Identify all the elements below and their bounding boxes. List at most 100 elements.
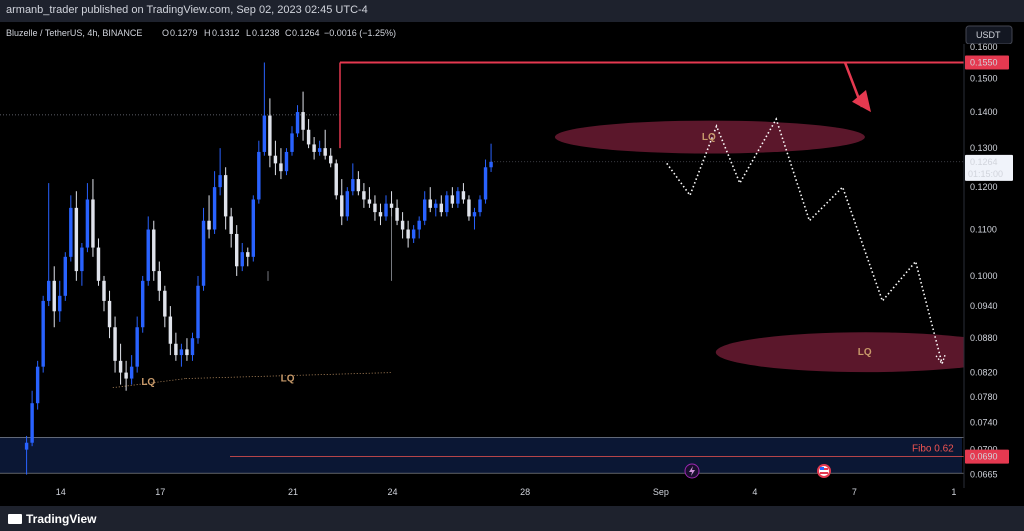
y-tick-label: 0.0820 [970, 368, 998, 378]
candle-body [472, 212, 477, 217]
y-tick-label: 0.0780 [970, 392, 998, 402]
legend-high-label: H [204, 28, 211, 38]
support-price-tag [965, 449, 1009, 464]
x-tick-label: 4 [752, 487, 757, 497]
y-tick-label: 0.0880 [970, 333, 998, 343]
candle-body [234, 233, 239, 267]
footer-bar: TradingView [0, 506, 1024, 531]
candle-body [229, 216, 233, 234]
x-tick-label: 14 [56, 487, 66, 497]
candle-body [450, 195, 455, 204]
legend-low-label: L [246, 28, 251, 38]
candle-body [428, 199, 432, 208]
candle-body [445, 195, 449, 213]
candle-body [395, 207, 399, 221]
candle-body [257, 151, 261, 200]
candle-body [30, 403, 34, 443]
candle-body [284, 151, 289, 172]
candle-body [240, 252, 244, 267]
candle-body [107, 300, 112, 328]
candle-body [185, 349, 189, 356]
candle-body [340, 195, 344, 217]
currency-button-label: USDT [976, 30, 1001, 40]
lq-low-line [112, 378, 186, 389]
legend-open-value: 0.1279 [170, 28, 198, 38]
x-tick-label: 7 [852, 487, 857, 497]
y-tick-label: 0.1300 [970, 143, 998, 153]
y-tick-label: 0.1100 [970, 225, 997, 235]
candle-body [124, 372, 128, 379]
y-tick-label: 0.1600 [970, 42, 998, 52]
y-tick-label: 0.1200 [970, 182, 998, 192]
candle-body [290, 133, 294, 152]
candle-body [323, 148, 327, 156]
lq-bottom-zone-label: LQ [858, 347, 872, 358]
candle-body [63, 256, 68, 296]
candle-body [317, 148, 322, 152]
candle-body [456, 191, 460, 204]
candle-body [146, 229, 150, 281]
price-chart[interactable]: Bluzelle / TetherUS, 4h, BINANCE O 0.127… [0, 22, 1024, 506]
candle-body [400, 220, 405, 230]
candle-body [91, 199, 95, 248]
candle-body [41, 300, 45, 367]
candle-body [129, 366, 134, 379]
support-price-text: 0.0690 [970, 452, 998, 462]
price-labels: Fibo 0.62 LQ LQ LQ LQ 0.1550 0.0690 0.1264… [141, 55, 1013, 464]
candle-body [417, 220, 421, 230]
candle-body [373, 203, 377, 213]
tradingview-brand: TradingView [26, 512, 97, 526]
candle-body [212, 187, 217, 230]
candle-body [135, 327, 139, 367]
chart-background [0, 22, 1024, 506]
candle-body [96, 247, 101, 281]
candle-body [201, 220, 206, 286]
candle-body [251, 199, 256, 257]
candle-body [163, 290, 167, 317]
y-tick-label: 0.0700 [970, 445, 998, 455]
candle-body [406, 229, 410, 239]
plot-area [0, 61, 1016, 475]
y-tick-label: 0.0665 [970, 470, 998, 480]
tradingview-logo[interactable]: TradingView [8, 512, 96, 526]
candle-body [69, 207, 73, 257]
candle-body [196, 285, 200, 339]
tradingview-logo-icon [8, 514, 22, 524]
axis-area: 0.1600 0.1500 0.1400 0.1300 0.1200 0.1100 0.10… [56, 42, 1024, 497]
candle-body [483, 167, 488, 200]
legend-change: −0.0016 (−1.25%) [324, 28, 396, 38]
legend-close-value: 0.1264 [292, 28, 320, 38]
down-arrow-icon [852, 89, 871, 113]
candle-body [152, 229, 156, 272]
candle-body [467, 199, 471, 217]
candle-body [384, 203, 388, 217]
candle-body [268, 115, 272, 156]
candle-body [24, 442, 29, 450]
lq-low-line-label: LQ [141, 377, 155, 388]
candle-body [118, 360, 123, 373]
x-tick-label: 21 [288, 487, 298, 497]
candle-body [306, 129, 311, 145]
projection-path [666, 117, 943, 365]
lq-top-zone-label: LQ [702, 132, 716, 143]
candle-body [262, 115, 267, 152]
candle-body [157, 271, 162, 291]
lq-mid-line [185, 372, 392, 379]
candle-body [461, 191, 466, 200]
lightning-icon[interactable] [684, 463, 700, 479]
x-tick-label: 1 [951, 487, 956, 497]
lq-mid-line-label: LQ [281, 374, 295, 385]
candle-body [174, 343, 178, 356]
candle-body [168, 316, 173, 344]
candle-body [273, 155, 278, 164]
candle-body [328, 155, 333, 164]
y-tick-label: 0.1000 [970, 271, 998, 281]
lq-top-zone [554, 120, 865, 154]
legend-close-label: C [285, 28, 292, 38]
y-tick-label: 0.0940 [970, 301, 998, 311]
publisher-bar: armanb_trader published on TradingView.c… [0, 0, 1024, 22]
fibo-label: Fibo 0.62 [912, 444, 954, 455]
candle-body [301, 112, 305, 130]
candle-body [279, 163, 283, 172]
us-flag-icon[interactable] [817, 464, 831, 478]
